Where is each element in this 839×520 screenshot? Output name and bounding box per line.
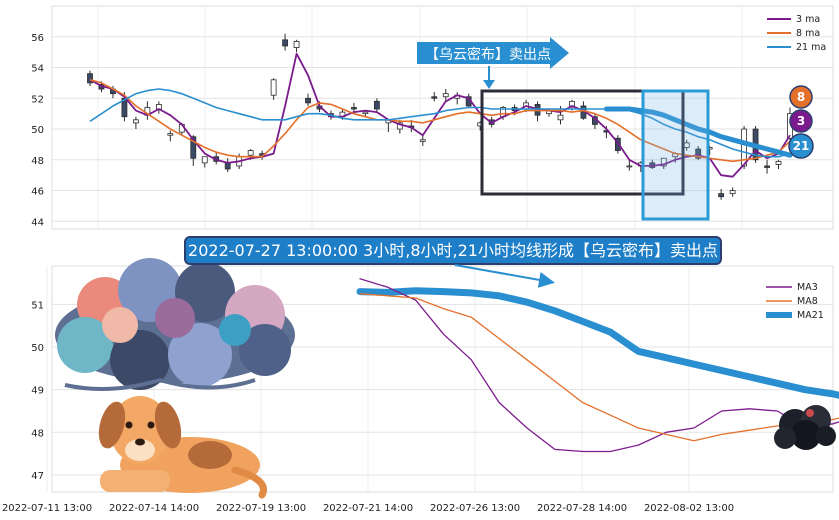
candle-up bbox=[442, 93, 449, 98]
storm-cloud-icon bbox=[55, 258, 295, 391]
top-y-axis: 44 46 48 50 52 54 56 bbox=[31, 33, 44, 229]
bottom-series-line-ma3 bbox=[359, 278, 839, 453]
top-y-tick-label: 44 bbox=[31, 217, 44, 228]
candle-down bbox=[373, 100, 380, 110]
candle-up bbox=[741, 128, 747, 167]
candle-up bbox=[626, 165, 633, 168]
banner-box bbox=[184, 236, 722, 265]
candle-up bbox=[775, 160, 782, 165]
candle-down bbox=[121, 97, 128, 118]
banner-arrow bbox=[454, 264, 555, 288]
bottom-panel: 47 48 49 50 51 2022-07-11 13:00 2022-07-14 14… bbox=[2, 258, 839, 514]
signal-banner: 2022-07-27 13:00:00 3小时,8小时,21小时均线形成【乌云密… bbox=[184, 236, 722, 288]
candle-up bbox=[133, 119, 139, 124]
top-y-tick-label: 56 bbox=[31, 33, 44, 44]
signal-pointer-head bbox=[483, 80, 495, 89]
candle-up bbox=[247, 150, 254, 156]
bottom-x-tick-label: 2022-07-19 13:00 bbox=[216, 503, 306, 514]
candle-up bbox=[729, 190, 736, 195]
bottom-series-line-ma8 bbox=[359, 293, 839, 442]
bottom-y-axis: 47 48 49 50 51 bbox=[31, 300, 44, 482]
legend-label-3ma: 3 ma bbox=[796, 14, 820, 25]
candle-down bbox=[718, 193, 725, 198]
candle-up bbox=[270, 79, 277, 96]
badge-21-label: 21 bbox=[793, 139, 810, 153]
signal-box-dark bbox=[480, 89, 685, 196]
candle-up bbox=[419, 139, 426, 142]
badge-8-circle bbox=[789, 85, 813, 109]
legend-label-ma3: MA3 bbox=[797, 282, 818, 293]
bottom-x-tick-label: 2022-07-28 14:00 bbox=[537, 503, 627, 514]
top-y-tick-label: 50 bbox=[31, 125, 44, 136]
bottom-y-tick-label: 50 bbox=[31, 343, 44, 354]
top-y-tick-label: 52 bbox=[31, 94, 44, 105]
bottom-x-tick-label: 2022-07-26 13:00 bbox=[430, 503, 520, 514]
candle-down bbox=[695, 148, 702, 159]
candle-up bbox=[293, 40, 300, 48]
top-series-line-8ma bbox=[89, 79, 791, 163]
signal-arrow-sign: 【乌云密布】卖出点 bbox=[417, 37, 569, 89]
legend-label-21ma: 21 ma bbox=[796, 42, 826, 53]
bottom-y-tick-label: 47 bbox=[31, 471, 44, 482]
bottom-series-line-ma21 bbox=[356, 287, 839, 399]
top-grid bbox=[52, 6, 833, 229]
legend-label-ma21: MA21 bbox=[797, 310, 824, 321]
candle-down bbox=[87, 73, 93, 84]
ma-badges: 8 3 21 bbox=[788, 85, 814, 159]
top-legend: 3 ma 8 ma 21 ma bbox=[767, 14, 826, 53]
top-series-line-21ma bbox=[89, 88, 791, 158]
bottom-x-axis: 2022-07-11 13:00 2022-07-14 14:00 2022-07-… bbox=[2, 503, 734, 514]
candle-down bbox=[282, 39, 288, 47]
signal-box-blue bbox=[641, 89, 710, 221]
top-y-tick-label: 46 bbox=[31, 187, 44, 198]
bottom-ma-lines bbox=[356, 278, 839, 453]
legend-label-8ma: 8 ma bbox=[796, 28, 820, 39]
top-series-line-3ma bbox=[89, 52, 791, 178]
candle-up bbox=[201, 156, 208, 164]
candle-down bbox=[431, 96, 438, 99]
bottom-x-tick-label: 2022-07-14 14:00 bbox=[109, 503, 199, 514]
banner-text: 2022-07-27 13:00:00 3小时,8小时,21小时均线形成【乌云密… bbox=[188, 241, 718, 260]
badge-8-label: 8 bbox=[797, 90, 805, 104]
badge-3-label: 3 bbox=[797, 114, 805, 128]
bottom-x-tick-label: 2022-08-02 13:00 bbox=[644, 503, 734, 514]
bottom-y-tick-label: 51 bbox=[31, 300, 44, 311]
small-cloud-icon bbox=[774, 405, 836, 450]
top-panel: 44 46 48 50 52 54 56 【乌云密布】卖出点 3 ma 8 ma 21 ma… bbox=[31, 5, 834, 230]
candle-up bbox=[660, 157, 667, 167]
candle-down bbox=[190, 136, 197, 159]
arrow-sign-shape bbox=[417, 37, 569, 69]
candle-down bbox=[764, 165, 770, 168]
candle-down bbox=[351, 107, 357, 110]
bottom-x-tick-label: 2022-07-11 13:00 bbox=[2, 503, 92, 514]
signal-label: 【乌云密布】卖出点 bbox=[425, 46, 551, 63]
top-ma-lines bbox=[89, 52, 793, 178]
candle-down bbox=[305, 97, 311, 104]
top-y-tick-label: 54 bbox=[31, 64, 44, 75]
legend-label-ma8: MA8 bbox=[797, 296, 818, 307]
badge-3-circle bbox=[789, 109, 813, 133]
dog-icon bbox=[98, 396, 267, 499]
bottom-x-tick-label: 2022-07-21 14:00 bbox=[323, 503, 413, 514]
bottom-y-tick-label: 49 bbox=[31, 386, 44, 397]
top-y-tick-label: 48 bbox=[31, 156, 44, 167]
badge-21-circle bbox=[788, 133, 814, 159]
candle-up bbox=[362, 111, 369, 115]
bottom-legend: MA3 MA8 MA21 bbox=[766, 282, 824, 321]
top-series-line-ma21-overlay bbox=[603, 106, 793, 158]
candle-up bbox=[557, 114, 564, 121]
candle-up bbox=[167, 133, 174, 136]
bottom-y-tick-label: 48 bbox=[31, 428, 44, 439]
